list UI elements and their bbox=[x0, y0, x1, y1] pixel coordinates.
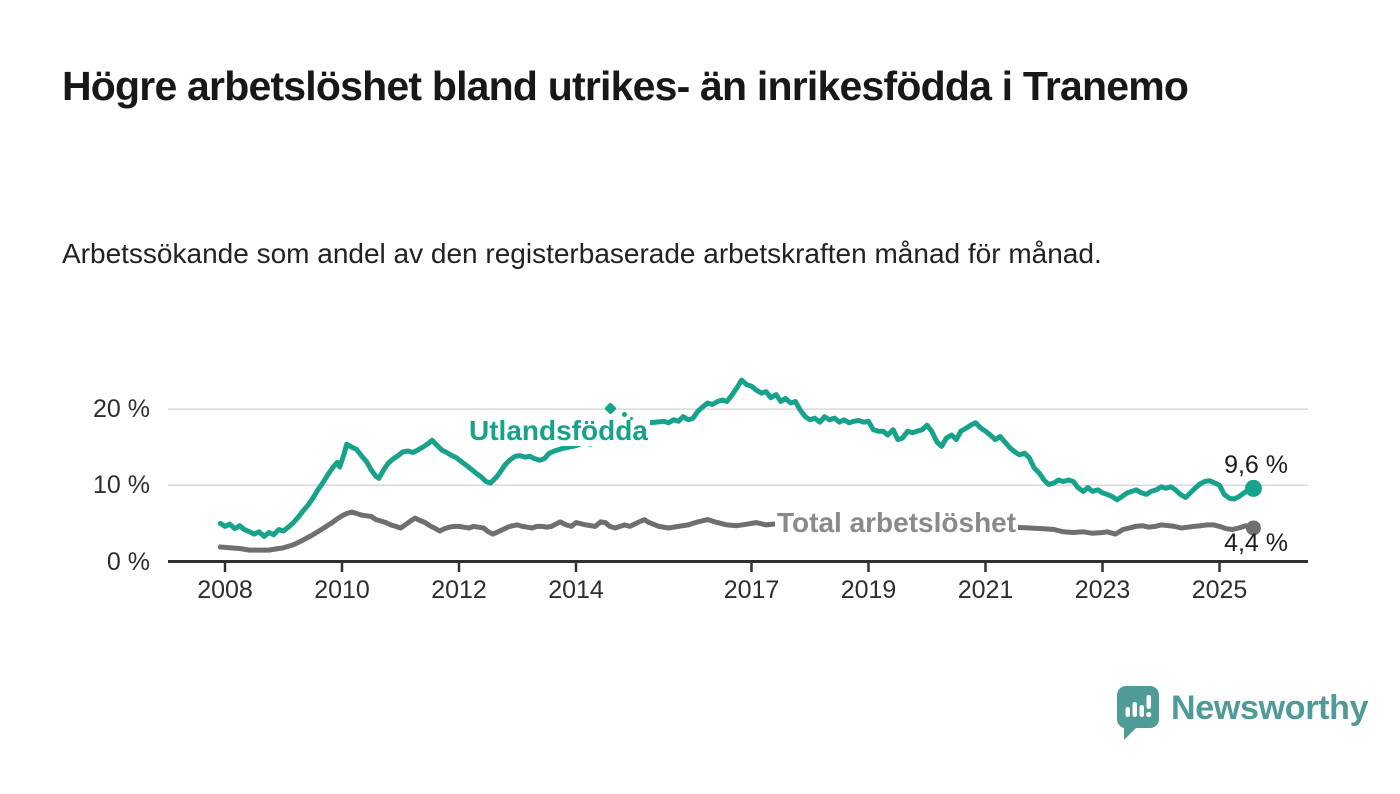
y-axis-tick-label: 20 % bbox=[93, 395, 150, 424]
x-axis-tick-label: 2014 bbox=[548, 576, 604, 604]
series-label-utlandsfodda: Utlandsfödda bbox=[467, 415, 650, 446]
x-axis-tick-label: 2017 bbox=[723, 576, 780, 604]
x-axis-tick-label: 2021 bbox=[957, 576, 1014, 604]
x-axis-tick-label: 2019 bbox=[840, 576, 897, 604]
x-axis-tick-label: 2012 bbox=[431, 576, 487, 604]
series-line-0 bbox=[217, 377, 1256, 539]
end-value-label-total: 4,4 % bbox=[1224, 529, 1288, 557]
x-axis-tick-label: 2010 bbox=[314, 576, 370, 604]
y-axis-tick-label: 10 % bbox=[93, 471, 150, 500]
label-sparkle-dot-icon bbox=[630, 417, 633, 420]
newsworthy-logo-icon bbox=[1117, 686, 1159, 740]
page-title: Högre arbetslöshet bland utrikes- än inr… bbox=[62, 63, 1189, 109]
series-line-1 bbox=[217, 509, 1256, 553]
newsworthy-logo-text: Newsworthy bbox=[1171, 689, 1369, 727]
chart-subtitle: Arbetssökande som andel av den registerb… bbox=[62, 238, 1102, 269]
x-axis-tick-label: 2023 bbox=[1074, 576, 1131, 604]
end-value-label-utlandsfodda: 9,6 % bbox=[1224, 451, 1288, 479]
series-end-dot-0 bbox=[1244, 479, 1262, 497]
label-sparkle-dot-icon bbox=[622, 412, 627, 417]
x-axis-tick-label: 2008 bbox=[197, 576, 253, 604]
y-axis-tick-label: 0 % bbox=[106, 547, 150, 576]
x-axis-tick-label: 2025 bbox=[1191, 576, 1248, 604]
series-end-dot-1 bbox=[1245, 520, 1261, 536]
newsworthy-logo: Newsworthy bbox=[1117, 686, 1369, 744]
series-label-total-arbetsloshet: Total arbetslöshet bbox=[775, 507, 1019, 538]
